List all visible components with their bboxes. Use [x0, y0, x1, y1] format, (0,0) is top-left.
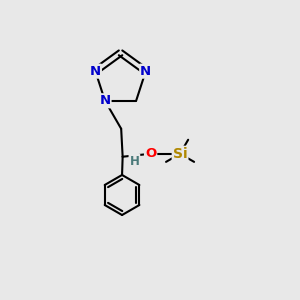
Text: N: N	[99, 94, 110, 107]
Text: N: N	[140, 64, 151, 78]
Text: H: H	[130, 154, 140, 168]
Text: N: N	[90, 64, 101, 78]
Text: O: O	[145, 147, 156, 160]
Text: Si: Si	[173, 147, 188, 161]
